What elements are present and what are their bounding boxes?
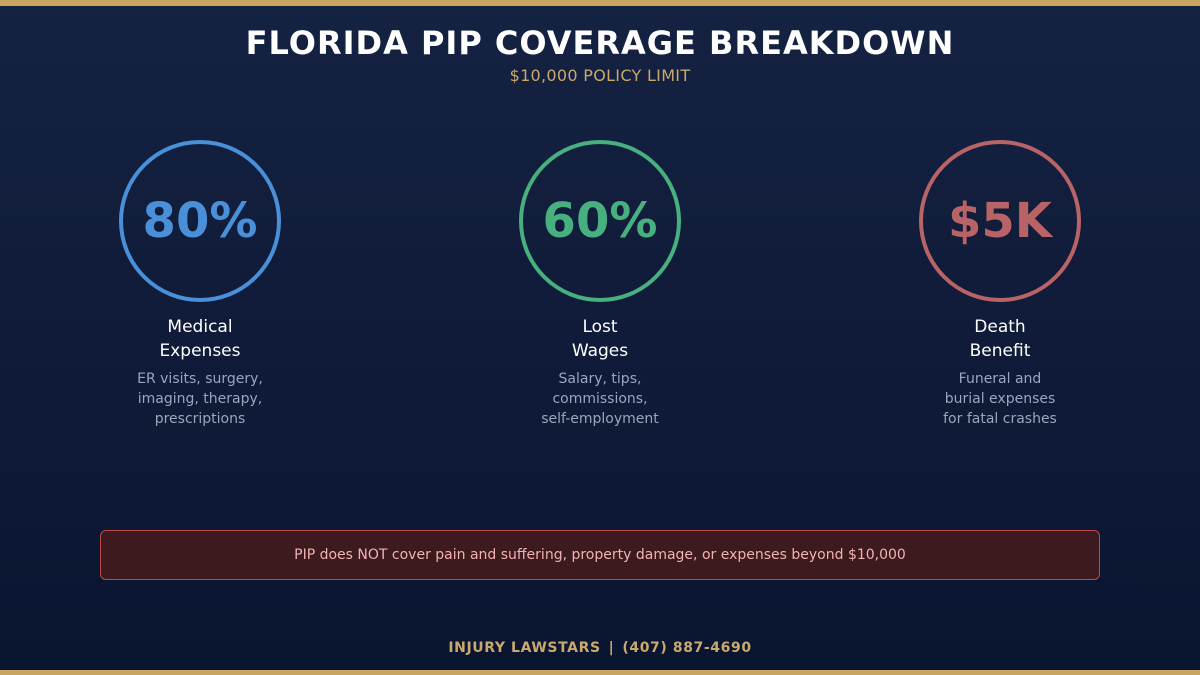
card-label-line: Death <box>974 317 1026 337</box>
card-description: ER visits, surgery, imaging, therapy, pr… <box>100 369 300 429</box>
page-subtitle: $10,000 POLICY LIMIT <box>509 66 691 85</box>
stat-value: $5K <box>948 193 1052 249</box>
card-desc-line: commissions, <box>552 391 648 407</box>
card-label-line: Benefit <box>969 341 1031 361</box>
card-desc-line: ER visits, surgery, <box>137 371 263 387</box>
card-desc-line: imaging, therapy, <box>137 391 263 407</box>
card-description: Salary, tips, commissions, self-employme… <box>500 369 700 429</box>
coverage-card-lost-wages: 60% Lost Wages Salary, tips, commissions… <box>500 140 700 429</box>
card-label-line: Medical <box>167 317 233 337</box>
card-desc-line: Funeral and <box>958 371 1042 387</box>
notice-text: PIP does NOT cover pain and suffering, p… <box>294 547 906 563</box>
phone-number: (407) 887-4690 <box>622 640 752 656</box>
card-label-line: Lost <box>582 317 618 337</box>
exclusion-notice: PIP does NOT cover pain and suffering, p… <box>100 530 1100 580</box>
page-title: FLORIDA PIP COVERAGE BREAKDOWN <box>245 24 955 62</box>
card-desc-line: self-employment <box>541 411 659 427</box>
card-desc-line: prescriptions <box>154 411 246 427</box>
card-label: Medical Expenses <box>100 315 300 363</box>
bottom-accent-bar <box>0 670 1200 675</box>
stat-value: 80% <box>142 193 258 249</box>
stat-circle: 60% <box>519 140 681 302</box>
footer: INJURY LAWSTARS | (407) 887-4690 <box>0 640 1200 656</box>
card-label-line: Wages <box>571 341 629 361</box>
coverage-card-medical: 80% Medical Expenses ER visits, surgery,… <box>100 140 300 429</box>
stat-value: 60% <box>542 193 658 249</box>
stat-circle: $5K <box>919 140 1081 302</box>
footer-separator: | <box>608 640 615 656</box>
card-label-line: Expenses <box>159 341 241 361</box>
brand-name: INJURY LAWSTARS <box>448 640 601 656</box>
top-accent-bar <box>0 0 1200 6</box>
card-desc-line: Salary, tips, <box>558 371 642 387</box>
card-description: Funeral and burial expenses for fatal cr… <box>900 369 1100 429</box>
stat-circle: 80% <box>119 140 281 302</box>
card-desc-line: for fatal crashes <box>943 411 1057 427</box>
card-desc-line: burial expenses <box>944 391 1056 407</box>
coverage-card-death-benefit: $5K Death Benefit Funeral and burial exp… <box>900 140 1100 429</box>
card-label: Lost Wages <box>500 315 700 363</box>
card-label: Death Benefit <box>900 315 1100 363</box>
